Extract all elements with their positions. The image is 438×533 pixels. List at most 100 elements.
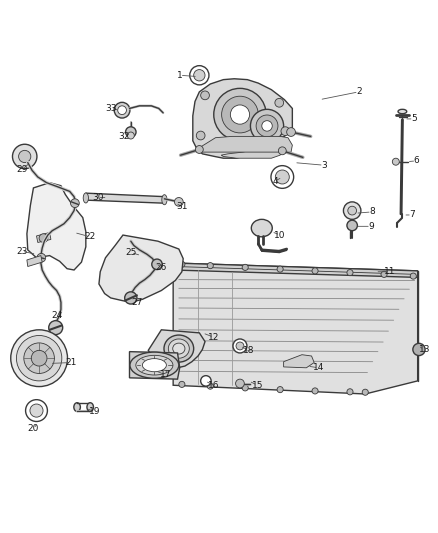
Circle shape — [190, 66, 209, 85]
Circle shape — [347, 220, 357, 231]
Circle shape — [194, 70, 205, 81]
Circle shape — [30, 404, 43, 417]
Ellipse shape — [162, 195, 167, 205]
Circle shape — [312, 268, 318, 274]
Circle shape — [256, 115, 278, 137]
Polygon shape — [173, 263, 418, 394]
Circle shape — [392, 158, 399, 165]
Ellipse shape — [173, 343, 185, 354]
Text: 13: 13 — [418, 345, 430, 354]
Circle shape — [251, 109, 284, 142]
Text: 2: 2 — [356, 87, 361, 96]
Polygon shape — [193, 79, 292, 158]
Circle shape — [11, 330, 67, 386]
Circle shape — [196, 131, 205, 140]
Circle shape — [49, 321, 63, 335]
Circle shape — [347, 270, 353, 276]
Circle shape — [214, 88, 266, 141]
Circle shape — [39, 234, 48, 243]
Text: 7: 7 — [409, 211, 415, 220]
Ellipse shape — [142, 359, 166, 372]
Circle shape — [347, 389, 353, 395]
Circle shape — [262, 120, 272, 131]
Circle shape — [343, 202, 361, 220]
Polygon shape — [99, 235, 183, 302]
Circle shape — [348, 206, 357, 215]
Text: 19: 19 — [89, 407, 100, 416]
Polygon shape — [36, 232, 51, 243]
Text: 22: 22 — [85, 232, 96, 241]
Circle shape — [201, 376, 211, 386]
Ellipse shape — [87, 403, 93, 411]
Circle shape — [125, 292, 137, 304]
Text: 17: 17 — [160, 370, 172, 379]
Text: 21: 21 — [66, 358, 77, 367]
Text: 26: 26 — [155, 263, 167, 272]
Text: 24: 24 — [52, 311, 63, 320]
Circle shape — [127, 132, 134, 139]
Circle shape — [279, 147, 286, 155]
Circle shape — [126, 127, 136, 138]
Polygon shape — [27, 183, 86, 270]
Circle shape — [24, 343, 54, 374]
Circle shape — [174, 198, 183, 206]
Polygon shape — [221, 144, 285, 158]
Circle shape — [16, 335, 62, 381]
Text: 23: 23 — [16, 247, 27, 256]
Circle shape — [31, 350, 47, 366]
Ellipse shape — [130, 352, 179, 378]
Circle shape — [413, 343, 425, 356]
Text: 27: 27 — [131, 298, 143, 307]
Text: 16: 16 — [208, 381, 219, 390]
Polygon shape — [148, 330, 205, 368]
Text: 15: 15 — [252, 381, 263, 390]
Circle shape — [277, 266, 283, 272]
Circle shape — [114, 102, 130, 118]
Circle shape — [410, 273, 417, 279]
Circle shape — [230, 105, 250, 124]
Circle shape — [118, 106, 127, 115]
Text: 14: 14 — [313, 364, 324, 372]
Circle shape — [276, 170, 289, 184]
Circle shape — [271, 166, 293, 188]
Circle shape — [201, 91, 209, 100]
Text: 1: 1 — [177, 71, 183, 80]
Ellipse shape — [74, 403, 81, 411]
Circle shape — [312, 388, 318, 394]
Polygon shape — [284, 354, 314, 368]
Circle shape — [236, 379, 244, 388]
Text: 31: 31 — [176, 202, 187, 211]
Polygon shape — [173, 263, 418, 277]
Text: 33: 33 — [105, 104, 117, 113]
Ellipse shape — [83, 193, 88, 203]
Text: 4: 4 — [272, 177, 278, 186]
Text: 18: 18 — [243, 346, 254, 355]
Ellipse shape — [251, 220, 272, 237]
Circle shape — [242, 264, 248, 270]
Ellipse shape — [168, 339, 189, 358]
Ellipse shape — [164, 335, 194, 362]
Circle shape — [71, 199, 79, 207]
Circle shape — [179, 381, 185, 387]
Text: 5: 5 — [411, 115, 417, 124]
Circle shape — [25, 400, 47, 422]
Circle shape — [277, 386, 283, 393]
Text: 30: 30 — [92, 193, 103, 202]
Circle shape — [179, 261, 185, 268]
Circle shape — [222, 96, 258, 133]
Polygon shape — [86, 193, 164, 203]
Text: 20: 20 — [28, 424, 39, 433]
Circle shape — [381, 271, 387, 277]
Circle shape — [236, 342, 244, 350]
Ellipse shape — [398, 109, 407, 114]
Circle shape — [152, 259, 162, 270]
Text: 12: 12 — [208, 333, 219, 342]
Text: 8: 8 — [369, 207, 374, 216]
Circle shape — [281, 127, 290, 135]
Polygon shape — [130, 352, 180, 379]
Text: 10: 10 — [274, 231, 286, 239]
Circle shape — [18, 150, 31, 163]
Circle shape — [37, 253, 46, 262]
Text: 32: 32 — [118, 132, 130, 141]
Circle shape — [233, 339, 247, 353]
